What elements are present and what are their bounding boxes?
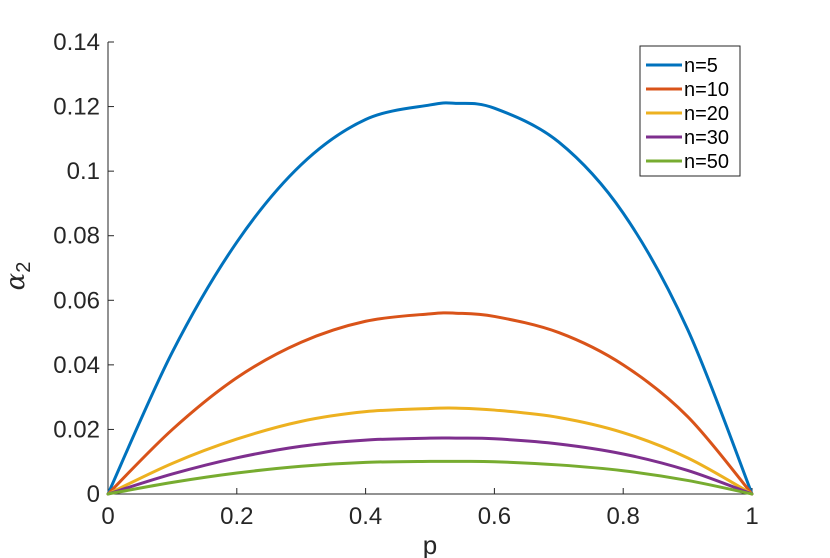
y-tick-label: 0.08 <box>53 223 100 250</box>
legend: n=5n=10n=20n=30n=50 <box>639 45 741 177</box>
series-line-n-50 <box>106 459 754 496</box>
series-line-n-10 <box>106 311 754 496</box>
y-axis-label-subscript: 2 <box>13 262 35 273</box>
y-axis-label: α2 <box>1 262 35 291</box>
y-axis-label-symbol: α <box>1 272 31 290</box>
y-ticks: 0 0.02 0.04 0.06 0.08 0.1 0.12 0.14 <box>53 29 114 508</box>
svg-text:α2: α2 <box>1 262 35 291</box>
legend-box <box>639 45 741 177</box>
y-tick-label: 0.14 <box>53 29 100 56</box>
y-tick-label: 0.12 <box>53 94 100 121</box>
axes <box>107 42 752 495</box>
y-tick-label: 0.04 <box>53 352 100 379</box>
legend-label: n=10 <box>684 79 729 101</box>
legend-label: n=30 <box>684 127 729 149</box>
x-tick-label: 0.4 <box>349 503 382 530</box>
y-tick-label: 0.06 <box>53 287 100 314</box>
series-line-n-5 <box>106 101 754 496</box>
x-tick-label: 0 <box>101 503 114 530</box>
x-ticks: 0 0.2 0.4 0.6 0.8 1 <box>101 488 759 530</box>
legend-label: n=50 <box>684 151 729 173</box>
legend-label: n=5 <box>684 55 718 77</box>
legend-label: n=20 <box>684 103 729 125</box>
x-tick-label: 0.6 <box>478 503 511 530</box>
x-axis-label: p <box>423 530 437 558</box>
x-tick-label: 0.2 <box>220 503 253 530</box>
series-lines <box>106 101 754 496</box>
x-tick-label: 1 <box>745 503 758 530</box>
x-tick-label: 0.8 <box>607 503 640 530</box>
y-tick-label: 0.02 <box>53 416 100 443</box>
y-tick-label: 0 <box>87 481 100 508</box>
series-line-n-30 <box>106 436 754 496</box>
y-tick-label: 0.1 <box>67 158 100 185</box>
series-line-n-20 <box>106 406 754 496</box>
